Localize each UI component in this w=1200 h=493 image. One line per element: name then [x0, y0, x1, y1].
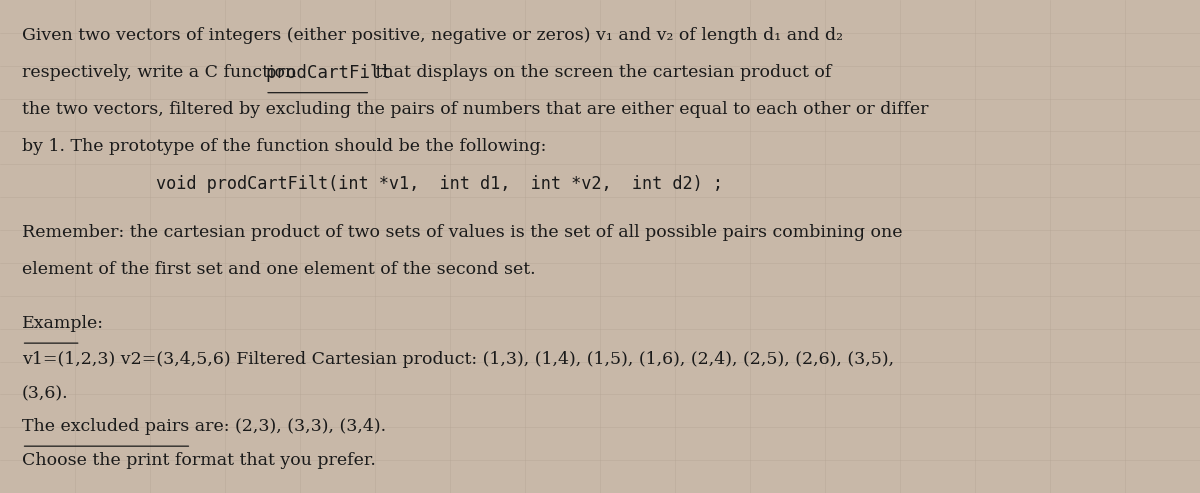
- Text: (3,6).: (3,6).: [22, 386, 68, 402]
- Text: Choose the print format that you prefer.: Choose the print format that you prefer.: [22, 452, 376, 469]
- Text: Given two vectors of integers (either positive, negative or zeros) v₁ and v₂ of : Given two vectors of integers (either po…: [22, 27, 842, 44]
- Text: element of the first set and one element of the second set.: element of the first set and one element…: [22, 261, 535, 278]
- Text: the two vectors, filtered by excluding the pairs of numbers that are either equa: the two vectors, filtered by excluding t…: [22, 101, 928, 118]
- Text: The excluded pairs are: (2,3), (3,3), (3,4).: The excluded pairs are: (2,3), (3,3), (3…: [22, 418, 385, 434]
- Text: that displays on the screen the cartesian product of: that displays on the screen the cartesia…: [371, 64, 832, 81]
- Text: v1=(1,2,3) v2=(3,4,5,6) Filtered Cartesian product: (1,3), (1,4), (1,5), (1,6), : v1=(1,2,3) v2=(3,4,5,6) Filtered Cartesi…: [22, 351, 894, 368]
- Text: Remember: the cartesian product of two sets of values is the set of all possible: Remember: the cartesian product of two s…: [22, 224, 902, 241]
- Text: void prodCartFilt(int *v1,  int d1,  int *v2,  int d2) ;: void prodCartFilt(int *v1, int d1, int *…: [156, 175, 722, 193]
- Text: by 1. The prototype of the function should be the following:: by 1. The prototype of the function shou…: [22, 138, 546, 155]
- Text: prodCartFilt: prodCartFilt: [265, 64, 391, 82]
- Text: Example:: Example:: [22, 315, 103, 331]
- Text: respectively, write a C function: respectively, write a C function: [22, 64, 301, 81]
